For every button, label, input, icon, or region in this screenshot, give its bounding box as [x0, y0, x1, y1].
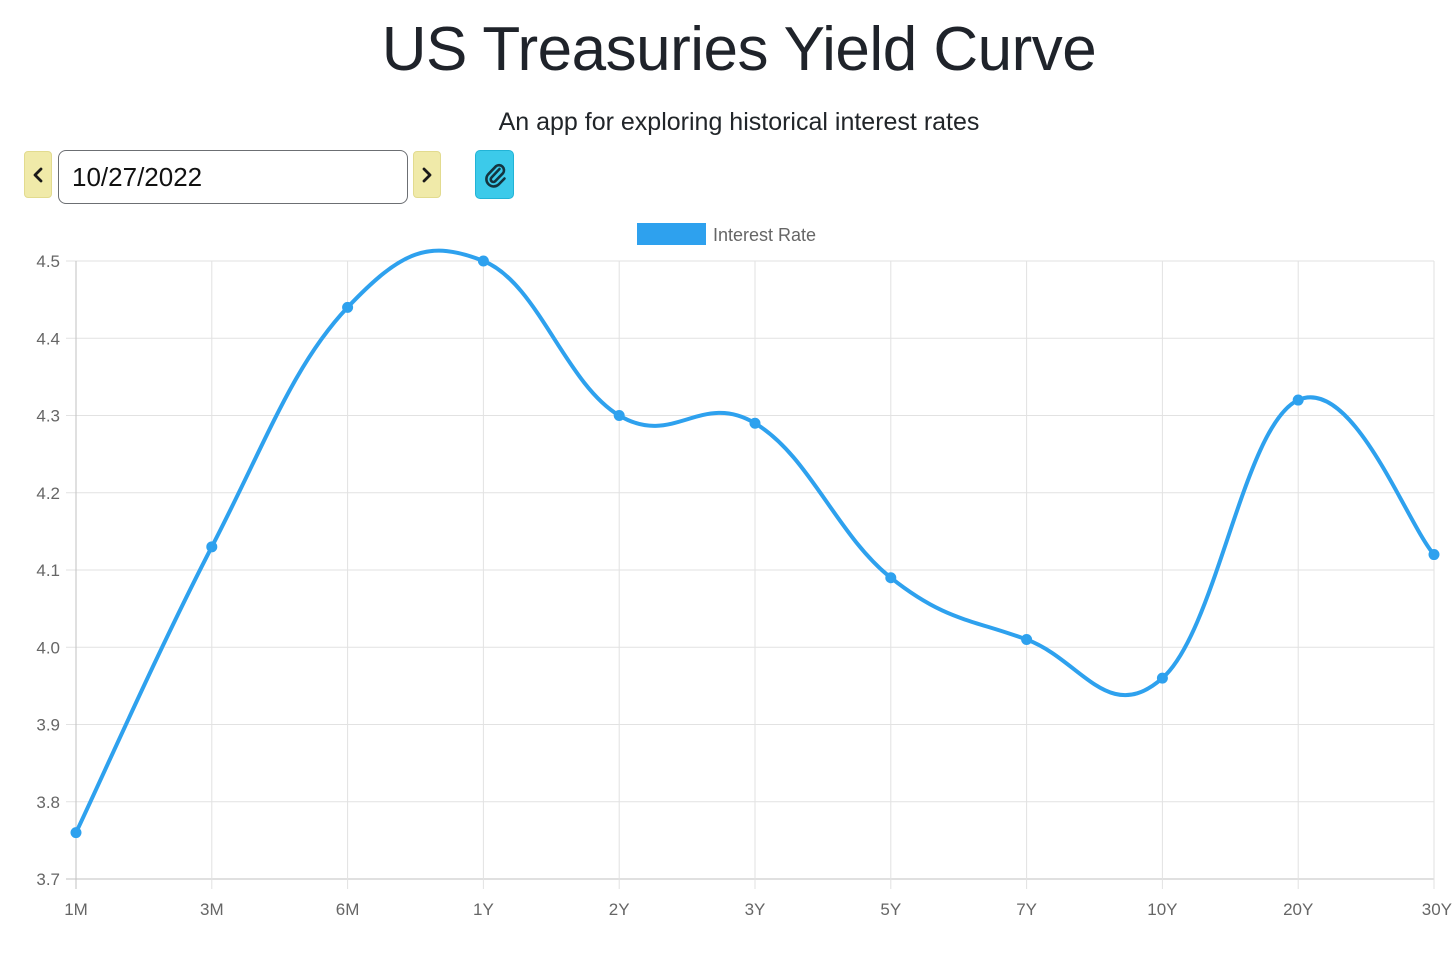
y-tick-label: 3.8 — [36, 793, 60, 812]
date-input[interactable] — [58, 150, 408, 204]
x-tick-label: 20Y — [1283, 900, 1313, 919]
data-point-3y[interactable] — [749, 417, 761, 429]
legend-label: Interest Rate — [713, 225, 816, 245]
data-point-5y[interactable] — [885, 572, 897, 584]
y-tick-label: 4.5 — [36, 252, 60, 271]
data-point-7y[interactable] — [1021, 634, 1033, 646]
x-tick-label: 7Y — [1016, 900, 1037, 919]
data-point-30y[interactable] — [1428, 549, 1440, 561]
y-tick-label: 4.1 — [36, 561, 60, 580]
data-point-10y[interactable] — [1156, 672, 1168, 684]
x-tick-label: 5Y — [880, 900, 901, 919]
x-tick-label: 2Y — [609, 900, 630, 919]
page-subtitle: An app for exploring historical interest… — [498, 108, 980, 136]
y-tick-label: 4.4 — [36, 329, 60, 348]
chevron-right-icon — [422, 167, 432, 182]
y-tick-label: 4.3 — [36, 407, 60, 426]
next-date-button[interactable] — [413, 151, 441, 198]
data-point-6m[interactable] — [342, 301, 354, 313]
chevron-left-icon — [33, 167, 43, 182]
x-tick-label: 30Y — [1422, 900, 1452, 919]
page-title: US Treasuries Yield Curve — [381, 15, 1097, 84]
previous-date-button[interactable] — [24, 151, 52, 198]
x-tick-label: 6M — [336, 900, 360, 919]
data-point-2y[interactable] — [613, 410, 625, 421]
copy-link-button[interactable] — [475, 150, 514, 199]
y-tick-label: 4.2 — [36, 484, 60, 503]
yield-curve-chart-canvas: 4.5 4.4 4.3 4.2 4.1 4.0 3.9 3.8 3.71M 3M 6M 1Y 2Y 3Y 5… — [36, 223, 1452, 919]
data-point-1y[interactable] — [477, 255, 489, 267]
y-tick-label: 3.7 — [36, 870, 60, 889]
data-point-3m[interactable] — [206, 541, 218, 553]
x-tick-label: 1Y — [473, 900, 494, 919]
legend-item[interactable]: Interest Rate — [637, 223, 816, 245]
yield-curve-chart: 4.5 4.4 4.3 4.2 4.1 4.0 3.9 3.8 3.7 1M 3M 6M 1Y 2Y 3Y 5… — [0, 215, 1456, 935]
y-tick-label: 3.9 — [36, 716, 60, 735]
legend-swatch — [637, 223, 706, 245]
y-tick-label: 4.0 — [36, 638, 60, 657]
x-tick-label: 3M — [200, 900, 224, 919]
x-tick-label: 10Y — [1147, 900, 1177, 919]
data-point-20y[interactable] — [1292, 394, 1304, 406]
data-point-1m[interactable] — [70, 827, 82, 839]
x-tick-label: 3Y — [745, 900, 766, 919]
paperclip-icon — [484, 163, 506, 188]
x-tick-label: 1M — [64, 900, 88, 919]
